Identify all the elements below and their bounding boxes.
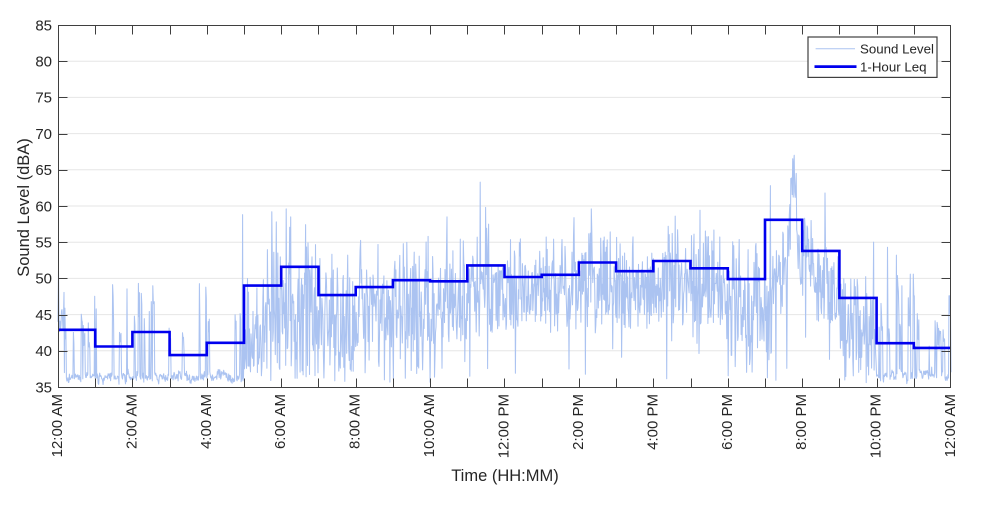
svg-text:Sound Level (dBA): Sound Level (dBA): [15, 138, 33, 277]
svg-text:45: 45: [35, 307, 52, 324]
svg-text:8:00 PM: 8:00 PM: [793, 394, 810, 450]
svg-text:40: 40: [35, 343, 52, 360]
svg-text:12:00 PM: 12:00 PM: [496, 394, 513, 458]
svg-text:8:00 AM: 8:00 AM: [347, 394, 364, 449]
svg-text:10:00 AM: 10:00 AM: [421, 394, 438, 457]
svg-text:70: 70: [35, 126, 52, 143]
svg-text:60: 60: [35, 198, 52, 215]
svg-text:55: 55: [35, 235, 52, 252]
svg-text:50: 50: [35, 271, 52, 288]
svg-text:4:00 AM: 4:00 AM: [198, 394, 215, 449]
svg-text:65: 65: [35, 162, 52, 179]
svg-text:75: 75: [35, 90, 52, 107]
svg-text:12:00 AM: 12:00 AM: [49, 394, 66, 457]
svg-text:Time (HH:MM): Time (HH:MM): [451, 467, 559, 485]
svg-text:2:00 PM: 2:00 PM: [570, 394, 587, 450]
svg-text:2:00 AM: 2:00 AM: [123, 394, 140, 449]
svg-text:4:00 PM: 4:00 PM: [644, 394, 661, 450]
svg-text:1-Hour Leq: 1-Hour Leq: [860, 59, 927, 74]
svg-text:6:00 AM: 6:00 AM: [272, 394, 289, 449]
svg-text:6:00 PM: 6:00 PM: [719, 394, 736, 450]
svg-text:85: 85: [35, 17, 52, 34]
svg-text:10:00 PM: 10:00 PM: [868, 394, 885, 458]
svg-text:12:00 AM: 12:00 AM: [942, 394, 959, 457]
svg-text:35: 35: [35, 379, 52, 396]
svg-text:Sound Level: Sound Level: [860, 42, 934, 57]
svg-text:80: 80: [35, 54, 52, 71]
